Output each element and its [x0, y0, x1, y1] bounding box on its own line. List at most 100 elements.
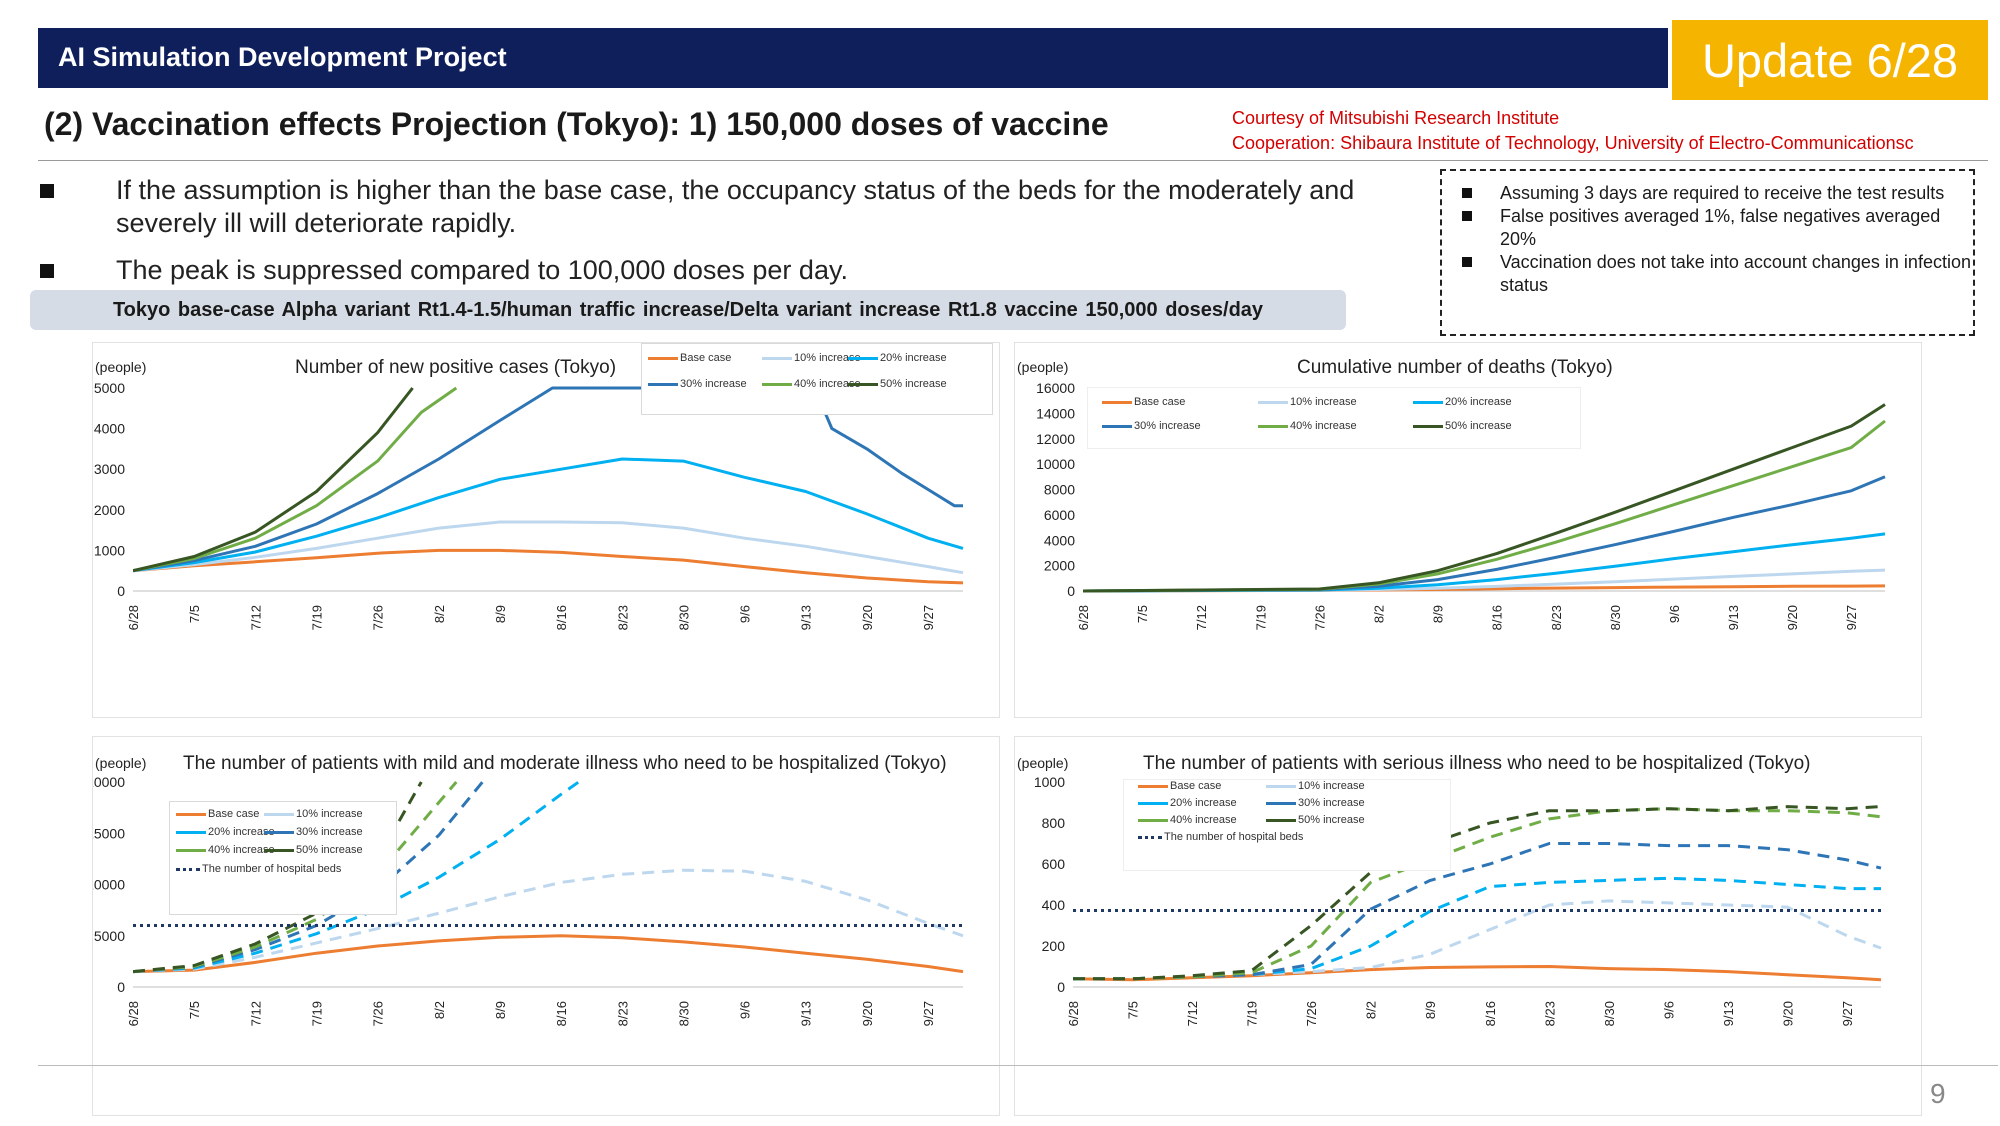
series-line-20-increase [1073, 876, 1881, 981]
series-line-10-increase [1073, 899, 1882, 981]
legend-label: 30% increase [1134, 420, 1201, 432]
page-number: 9 [1930, 1078, 1946, 1109]
legend-item: 30% increase [1266, 797, 1365, 809]
x-tick-label: 8/30 [676, 1001, 691, 1026]
x-tick-label: 7/12 [248, 1001, 263, 1026]
y-tick-label: 0 [1067, 583, 1075, 599]
legend-item: 30% increase [1102, 420, 1201, 432]
legend-label: 10% increase [1298, 780, 1365, 792]
legend-swatch [848, 382, 878, 386]
bullet-square-icon [1462, 188, 1472, 198]
legend-swatch [848, 356, 878, 360]
legend-label: 40% increase [1290, 420, 1357, 432]
legend-item: Base case [1102, 396, 1185, 408]
legend-item: 10% increase [1266, 780, 1365, 792]
bullet-square-icon [1462, 257, 1472, 267]
y-tick-label: 16000 [1036, 380, 1075, 396]
header-bar: AI Simulation Development Project [38, 28, 1668, 88]
x-tick-label: 8/2 [1364, 1001, 1379, 1019]
chart-new-cases: 0 1000 2000 3000 4000 5000 6/28 7/5 7/12 7/19 7/26… [92, 342, 1000, 718]
x-tick-label: 7/26 [371, 605, 386, 630]
y-axis-label: (people) [95, 755, 147, 771]
x-tick-label: 8/2 [1371, 605, 1386, 623]
scenario-banner: Tokyo base-case Alpha variant Rt1.4-1.5/… [30, 290, 1346, 330]
x-tick-label: 8/23 [615, 1001, 630, 1026]
chart-title: The number of patients with serious illn… [1143, 753, 1811, 774]
series-line-40-increase [133, 386, 458, 573]
x-tick-label: 8/9 [1431, 605, 1446, 623]
x-tick-label: 6/28 [1076, 605, 1091, 630]
credit-note: Courtesy of Mitsubishi Research Institut… [1232, 106, 1914, 156]
legend-swatch [1413, 400, 1443, 404]
legend-label: 30% increase [680, 378, 747, 390]
x-tick-label: 7/5 [1126, 1001, 1141, 1019]
legend-swatch [1102, 400, 1132, 404]
legend-swatch [1266, 818, 1296, 822]
legend-swatch [1138, 835, 1162, 839]
legend-swatch [1102, 424, 1132, 428]
y-tick-label: 4000 [1044, 532, 1075, 548]
y-tick-label: 3000 [94, 461, 125, 477]
chart-new-cases-plot: 0 1000 2000 3000 4000 5000 6/28 7/5 7/12 7/19 7/26… [94, 380, 964, 630]
x-tick-label: 7/5 [1135, 605, 1150, 623]
y-tick-label: 1000 [1034, 774, 1065, 790]
x-tick-label: 8/16 [1490, 605, 1505, 630]
assumption-text: Assuming 3 days are required to receive … [1500, 183, 1945, 203]
x-tick-label: 7/26 [1312, 605, 1327, 630]
series-line-50-increase [1083, 403, 1886, 593]
legend-label: The number of hospital beds [1164, 831, 1304, 843]
legend-item: 30% increase [264, 826, 363, 838]
legend-swatch [762, 356, 792, 360]
series-line-10-increase [133, 868, 964, 974]
chart-legend: Base case 10% increase 20% increase 30% inc… [641, 343, 993, 415]
x-tick-label: 8/30 [676, 605, 691, 630]
y-tick-label: 5000 [94, 928, 125, 944]
x-tick-label: 8/9 [493, 1001, 508, 1019]
y-tick-label: 2000 [1044, 558, 1075, 574]
legend-label: Base case [680, 352, 732, 364]
x-tick-label: 7/19 [1253, 605, 1268, 630]
x-tick-label: 8/9 [493, 605, 508, 623]
x-tick-label: 9/20 [860, 1001, 875, 1026]
y-tick-label: 8000 [1044, 482, 1075, 498]
legend-swatch [762, 382, 792, 386]
legend-item: 20% increase [848, 352, 947, 364]
legend-item: 40% increase [762, 378, 861, 390]
x-tick-label: 7/5 [187, 605, 202, 623]
legend-swatch [648, 356, 678, 360]
credit-line-1: Courtesy of Mitsubishi Research Institut… [1232, 108, 1560, 128]
footer-rule [38, 1065, 1998, 1066]
legend-swatch [176, 848, 206, 852]
x-tick-label: 9/27 [1840, 1001, 1855, 1026]
series-line-30-increase [1083, 475, 1886, 593]
x-tick-label: 8/9 [1423, 1001, 1438, 1019]
legend-item: 10% increase [1258, 396, 1357, 408]
legend-item: The number of hospital beds [176, 863, 341, 875]
series-line-10-increase [133, 520, 964, 575]
legend-swatch [648, 382, 678, 386]
assumption-text: Vaccination does not take into account c… [1500, 252, 1971, 295]
y-tick-label: 0 [117, 583, 125, 599]
legend-swatch [264, 830, 294, 834]
legend-item: 20% increase [1138, 797, 1237, 809]
y-tick-label: 5000 [94, 380, 125, 396]
chart-title: Cumulative number of deaths (Tokyo) [1297, 357, 1613, 378]
y-tick-label: 10000 [1036, 456, 1075, 472]
y-tick-label: 400 [1042, 897, 1066, 913]
x-tick-label: 9/27 [1844, 605, 1859, 630]
legend-item: 10% increase [264, 808, 363, 820]
x-tick-label: 9/13 [1721, 1001, 1736, 1026]
y-axis-label: (people) [95, 359, 147, 375]
legend-label: 20% increase [1445, 396, 1512, 408]
x-tick-label: 8/16 [554, 605, 569, 630]
legend-label: 30% increase [296, 826, 363, 838]
legend-label: 50% increase [880, 378, 947, 390]
x-tick-label: 6/28 [126, 605, 141, 630]
legend-item: 50% increase [1266, 814, 1365, 826]
x-tick-label: 7/12 [248, 605, 263, 630]
y-tick-label: 800 [1042, 815, 1066, 831]
x-tick-label: 7/12 [1185, 1001, 1200, 1026]
y-tick-label: 200 [1042, 938, 1066, 954]
legend-label: 10% increase [1290, 396, 1357, 408]
x-tick-label: 9/13 [799, 605, 814, 630]
